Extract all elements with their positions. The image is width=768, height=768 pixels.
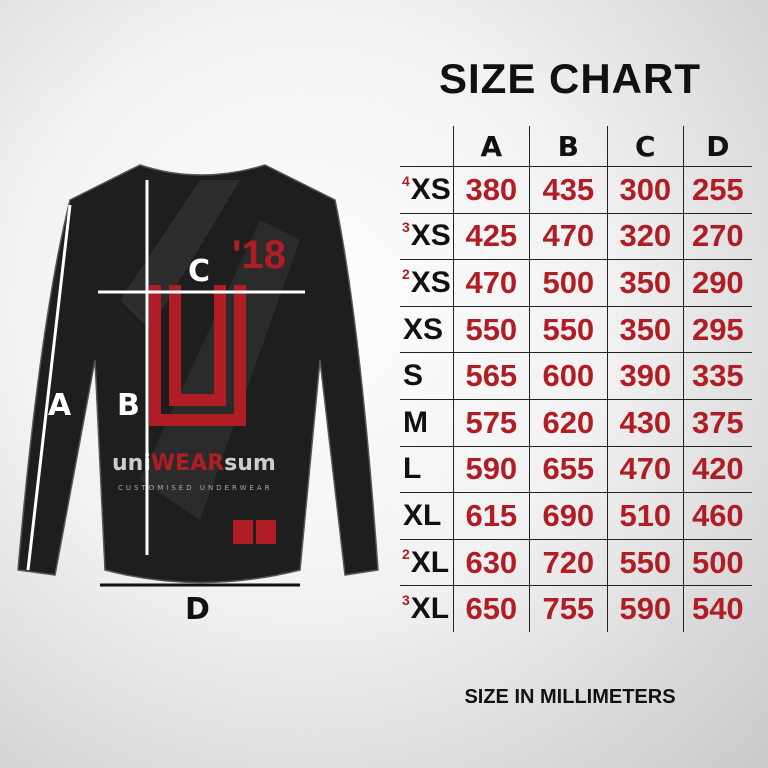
cell-a: 380 [452,166,530,214]
cell-a: 425 [452,212,530,260]
cell-a: 650 [452,585,530,632]
col-header-d: D [682,126,752,167]
cell-a: 565 [452,352,530,400]
cell-d: 335 [682,352,752,400]
cell-c: 390 [606,352,684,400]
cell-d: 255 [682,166,752,214]
size-name: XL [403,498,442,532]
cell-d: 290 [682,259,752,307]
cell-c: 350 [606,259,684,307]
cell-a: 575 [452,398,530,447]
table-row: 2XL 630 720 550 500 [400,538,752,586]
label-b: B [117,388,140,423]
size-prefix: 2 [402,545,410,562]
cell-d: 295 [682,305,752,353]
size-table: A B C D 4XS 380 435 300 255 3XS 425 470 320 270 2X… [400,126,752,632]
cell-a: 550 [452,305,530,353]
size-prefix: 2 [402,265,410,282]
size-label: XS [400,305,454,353]
shirt-illustration: '18 uniWEARsum CUSTOMISED UNDERWEAR [17,164,379,587]
table-row: XS 550 550 350 295 [400,305,752,353]
size-label: XL [400,492,454,540]
cell-c: 320 [606,212,684,260]
label-a: A [48,388,72,423]
cell-d: 420 [682,445,752,493]
year-print: '18 [232,233,286,277]
size-name: XS [403,312,444,346]
size-name: L [403,452,422,486]
size-name: XL [410,545,450,579]
label-c: C [188,254,211,289]
cell-d: 540 [682,585,752,632]
cell-b: 655 [528,445,608,493]
cell-b: 435 [528,166,608,214]
header-row: A B C D [400,126,752,167]
size-label: 4XS [400,166,454,214]
cell-b: 755 [528,585,608,632]
cell-a: 630 [452,538,530,586]
cell-a: 470 [452,259,530,307]
cell-d: 375 [682,398,752,447]
col-header-c: C [606,126,684,167]
cell-d: 270 [682,212,752,260]
cell-c: 430 [606,398,684,447]
size-name: XL [410,592,450,626]
cell-c: 350 [606,305,684,353]
cell-d: 500 [682,538,752,586]
cell-c: 300 [606,166,684,214]
table-row: L 590 655 470 420 [400,445,752,493]
cell-c: 590 [606,585,684,632]
size-name: M [403,405,428,439]
table-row: S 565 600 390 335 [400,352,752,400]
cell-b: 500 [528,259,608,307]
brand-logo: uniWEARsum [112,451,276,476]
table-row: 3XS 425 470 320 270 [400,212,752,260]
cell-b: 600 [528,352,608,400]
col-header-b: B [528,126,608,167]
size-prefix: 3 [402,592,410,609]
size-label: S [400,352,454,400]
cell-d: 460 [682,492,752,540]
cell-a: 590 [452,445,530,493]
cell-b: 550 [528,305,608,353]
cell-c: 470 [606,445,684,493]
table-row: XL 615 690 510 460 [400,492,752,540]
table-row: 3XL 650 755 590 540 [400,585,752,632]
size-prefix: 3 [402,219,410,236]
table-row: 2XS 470 500 350 290 [400,259,752,307]
cell-b: 470 [528,212,608,260]
cell-a: 615 [452,492,530,540]
size-name: XS [410,265,451,299]
size-label: 3XS [400,212,454,260]
cell-b: 690 [528,492,608,540]
size-label: 2XS [400,259,454,307]
size-label: M [400,398,454,447]
label-d: D [185,592,210,627]
size-label: 3XL [400,585,454,632]
tagline: CUSTOMISED UNDERWEAR [118,484,273,492]
col-header [400,126,453,167]
cell-c: 550 [606,538,684,586]
cell-b: 620 [528,398,608,447]
table-row: M 575 620 430 375 [400,398,752,447]
size-prefix: 4 [402,172,410,189]
size-name: XS [410,172,451,206]
table-row: 4XS 380 435 300 255 [400,166,752,214]
size-label: L [400,445,454,493]
units-note: SIZE IN MILLIMETERS [464,686,676,708]
size-label: 2XL [400,538,454,586]
size-name: XS [410,219,451,253]
size-name: S [403,359,424,393]
page-title: SIZE CHART [439,55,701,102]
cell-c: 510 [606,492,684,540]
cell-b: 720 [528,538,608,586]
col-header-a: A [452,126,530,167]
